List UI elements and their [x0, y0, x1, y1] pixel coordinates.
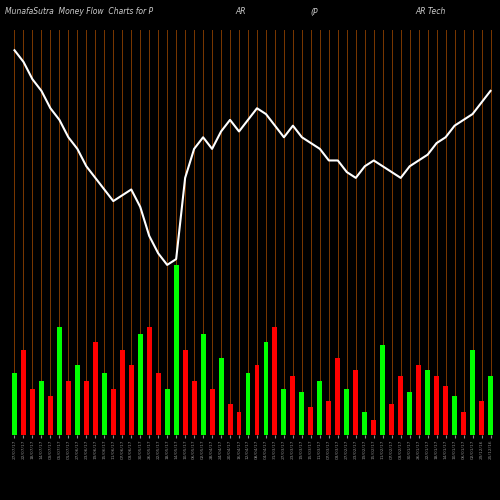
Bar	[30, 388, 35, 435]
Bar	[264, 342, 268, 435]
Bar	[102, 373, 107, 435]
Bar	[236, 412, 242, 435]
Bar	[254, 366, 260, 435]
Bar	[389, 404, 394, 435]
Bar	[200, 334, 205, 435]
Bar	[21, 350, 26, 435]
Bar	[146, 327, 152, 435]
Bar	[488, 376, 493, 435]
Bar	[164, 388, 170, 435]
Bar	[228, 404, 232, 435]
Bar	[12, 373, 17, 435]
Bar	[452, 396, 457, 435]
Bar	[182, 350, 188, 435]
Bar	[336, 358, 340, 435]
Bar	[372, 420, 376, 435]
Bar	[282, 388, 286, 435]
Bar	[407, 392, 412, 435]
Bar	[66, 381, 71, 435]
Bar	[470, 350, 475, 435]
Bar	[416, 366, 421, 435]
Bar	[308, 407, 314, 435]
Bar	[218, 358, 224, 435]
Bar	[57, 327, 62, 435]
Bar	[461, 412, 466, 435]
Bar	[398, 376, 403, 435]
Bar	[93, 342, 98, 435]
Text: AR Tech: AR Tech	[415, 8, 446, 16]
Bar	[192, 381, 196, 435]
Bar	[434, 376, 439, 435]
Bar	[318, 381, 322, 435]
Text: (P: (P	[310, 8, 318, 16]
Text: MunafaSutra  Money Flow  Charts for P: MunafaSutra Money Flow Charts for P	[5, 8, 153, 16]
Bar	[344, 388, 350, 435]
Bar	[75, 366, 80, 435]
Bar	[129, 366, 134, 435]
Bar	[48, 396, 53, 435]
Bar	[138, 334, 142, 435]
Bar	[479, 401, 484, 435]
Bar	[443, 386, 448, 435]
Bar	[84, 381, 89, 435]
Bar	[174, 265, 178, 435]
Bar	[290, 376, 296, 435]
Bar	[425, 370, 430, 435]
Bar	[111, 388, 116, 435]
Bar	[246, 373, 250, 435]
Bar	[300, 392, 304, 435]
Bar	[39, 381, 44, 435]
Bar	[362, 412, 367, 435]
Text: AR: AR	[235, 8, 246, 16]
Bar	[272, 327, 278, 435]
Bar	[120, 350, 124, 435]
Bar	[156, 373, 160, 435]
Bar	[354, 370, 358, 435]
Bar	[380, 346, 385, 435]
Bar	[326, 401, 332, 435]
Bar	[210, 388, 214, 435]
